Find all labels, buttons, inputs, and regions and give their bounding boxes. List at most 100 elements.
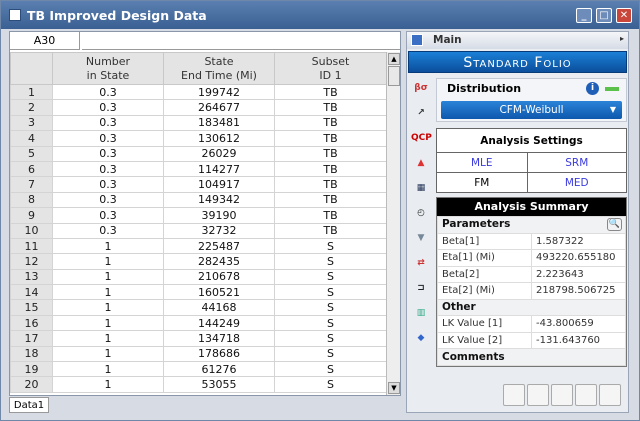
table-cell[interactable]: 183481	[163, 114, 275, 132]
gauge-icon[interactable]: ◴	[417, 208, 425, 218]
table-cell[interactable]: S	[274, 237, 387, 255]
table-cell[interactable]: 1	[52, 376, 164, 393]
row-header[interactable]: 1	[10, 83, 53, 101]
table-cell[interactable]: 1	[52, 299, 164, 316]
report-icon[interactable]	[503, 384, 525, 406]
table-cell[interactable]: 53055	[163, 376, 275, 393]
table-cell[interactable]: S	[274, 330, 387, 347]
table-cell[interactable]: TB	[274, 191, 387, 209]
table-cell[interactable]: 61276	[163, 361, 275, 378]
table-cell[interactable]: 0.3	[52, 114, 164, 132]
table-cell[interactable]: TB	[274, 207, 387, 224]
row-header[interactable]: 5	[10, 145, 53, 162]
table-cell[interactable]: TB	[274, 222, 387, 239]
table-cell[interactable]: TB	[274, 176, 387, 193]
export-icon[interactable]	[599, 384, 621, 406]
row-header[interactable]: 6	[10, 160, 53, 178]
table-cell[interactable]: S	[274, 268, 387, 286]
table-cell[interactable]: 149342	[163, 191, 275, 209]
table-icon[interactable]	[551, 384, 573, 406]
grid-icon[interactable]: ▦	[416, 183, 426, 193]
row-header[interactable]: 19	[10, 361, 53, 378]
table-cell[interactable]: 44168	[163, 299, 275, 316]
table-cell[interactable]: 1	[52, 237, 164, 255]
table-cell[interactable]: 1	[52, 314, 164, 332]
table-cell[interactable]: TB	[274, 145, 387, 162]
column-header-subset[interactable]: Subset ID 1	[274, 52, 387, 85]
setting-srm[interactable]: SRM	[526, 152, 627, 173]
table-cell[interactable]: S	[274, 314, 387, 332]
main-header[interactable]: Main ▸	[407, 32, 628, 49]
pdf-icon[interactable]	[527, 384, 549, 406]
table-cell[interactable]: 178686	[163, 345, 275, 363]
table-cell[interactable]: 26029	[163, 145, 275, 162]
row-header[interactable]: 16	[10, 314, 53, 332]
row-header[interactable]: 2	[10, 99, 53, 116]
maximize-button[interactable]: □	[596, 8, 612, 23]
table-cell[interactable]: 225487	[163, 237, 275, 255]
table-cell[interactable]: 130612	[163, 130, 275, 147]
table-cell[interactable]: 144249	[163, 314, 275, 332]
minimize-button[interactable]: _	[576, 8, 592, 23]
filter-icon[interactable]: ▼	[417, 233, 425, 243]
setting-med[interactable]: MED	[526, 172, 627, 193]
table-cell[interactable]: S	[274, 299, 387, 316]
column-header-number[interactable]: Number in State	[52, 52, 164, 85]
calculator-icon[interactable]	[575, 384, 597, 406]
qcp-icon[interactable]: QCP	[411, 133, 432, 143]
corner-cell[interactable]	[10, 52, 53, 85]
table-cell[interactable]: 0.3	[52, 222, 164, 239]
table-cell[interactable]: 39190	[163, 207, 275, 224]
table-cell[interactable]: 0.3	[52, 99, 164, 116]
close-button[interactable]: ✕	[616, 8, 632, 23]
transfer-icon[interactable]: ⇄	[417, 258, 425, 268]
scroll-thumb[interactable]	[388, 66, 400, 86]
table-cell[interactable]: S	[274, 361, 387, 378]
table-cell[interactable]: 1	[52, 284, 164, 301]
row-header[interactable]: 3	[10, 114, 53, 132]
row-header[interactable]: 14	[10, 284, 53, 301]
column-header-end-time[interactable]: State End Time (Mi)	[163, 52, 275, 85]
table-cell[interactable]: 0.3	[52, 130, 164, 147]
table-cell[interactable]: 0.3	[52, 176, 164, 193]
distribution-select[interactable]: CFM-Weibull ▼	[441, 101, 622, 119]
table-cell[interactable]: 1	[52, 330, 164, 347]
table-cell[interactable]: S	[274, 284, 387, 301]
vertical-scrollbar[interactable]: ▲ ▼	[386, 52, 400, 395]
table-cell[interactable]: 32732	[163, 222, 275, 239]
bracket-icon[interactable]: ⊐	[417, 283, 425, 293]
info-icon[interactable]: i	[586, 82, 599, 95]
formula-input[interactable]	[82, 32, 400, 50]
setting-mle[interactable]: MLE	[436, 152, 528, 173]
table-cell[interactable]: 160521	[163, 284, 275, 301]
table-cell[interactable]: TB	[274, 99, 387, 116]
row-header[interactable]: 13	[10, 268, 53, 286]
chart-icon[interactable]: ▲	[417, 158, 425, 168]
row-header[interactable]: 20	[10, 376, 53, 393]
color-grid-icon[interactable]: ▥	[416, 308, 426, 318]
row-header[interactable]: 18	[10, 345, 53, 363]
table-cell[interactable]: 1	[52, 361, 164, 378]
table-cell[interactable]: 282435	[163, 253, 275, 270]
magnifier-icon[interactable]: 🔍	[607, 218, 622, 232]
diamond-icon[interactable]: ◆	[417, 333, 425, 343]
table-cell[interactable]: 0.3	[52, 145, 164, 162]
row-header[interactable]: 11	[10, 237, 53, 255]
table-cell[interactable]: 1	[52, 345, 164, 363]
chevron-right-icon[interactable]: ▸	[619, 34, 624, 43]
table-cell[interactable]: 1	[52, 253, 164, 270]
table-cell[interactable]: TB	[274, 160, 387, 178]
table-cell[interactable]: 134718	[163, 330, 275, 347]
table-cell[interactable]: S	[274, 345, 387, 363]
plot-icon[interactable]: ↗	[417, 108, 425, 118]
table-cell[interactable]: TB	[274, 114, 387, 132]
row-header[interactable]: 10	[10, 222, 53, 239]
cell-reference-box[interactable]: A30	[10, 32, 80, 50]
beta-sigma-icon[interactable]: βσ	[414, 83, 428, 93]
setting-fm[interactable]: FM	[436, 172, 528, 193]
table-cell[interactable]: 199742	[163, 83, 275, 101]
row-header[interactable]: 9	[10, 207, 53, 224]
row-header[interactable]: 15	[10, 299, 53, 316]
table-cell[interactable]: S	[274, 376, 387, 393]
table-cell[interactable]: TB	[274, 83, 387, 101]
